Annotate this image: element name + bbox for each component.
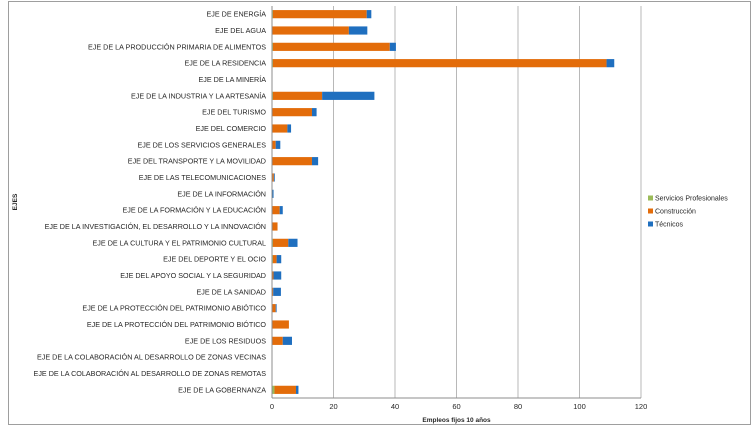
category-label: EJE DE LA FORMACIÓN Y LA EDUCACIÓN [122,206,266,215]
category-label: EJE DE LAS TELECOMUNICACIONES [139,173,266,182]
bar-segment [272,385,275,394]
legend-swatch [648,208,653,214]
bar-segment [272,140,276,149]
legend-label: Construcción [655,209,696,216]
bar-segment [275,304,277,313]
x-tick-label: 100 [573,402,586,411]
category-label: EJE DE LA CULTURA Y EL PATRIMONIO CULTUR… [93,238,266,247]
x-tick-label: 40 [391,402,399,411]
x-tick-label: 0 [270,402,274,411]
bar-segment [272,26,349,35]
category-label: EJE DE LOS RESIDUOS [185,336,266,345]
bar-segment [295,385,299,394]
bar-segment [322,91,375,100]
category-label: EJE DE LOS SERVICIOS GENERALES [138,140,267,149]
legend-label: Servicios Profesionales [655,196,728,203]
bar-segment [272,59,607,68]
bar-segment [287,124,292,133]
bar-segment [272,206,280,215]
chart-frame [8,1,751,425]
category-label: EJE DEL AGUA [215,26,266,35]
category-label: EJE DE LA PROTECCIÓN DEL PATRIMONIO ABIÓ… [82,304,266,313]
bar-segment [273,173,275,182]
category-label: EJE DE LA MINERÍA [198,75,266,84]
category-label: EJE DE LA INFORMACIÓN [177,189,266,198]
bar-segment [272,10,367,19]
bar-segment [275,140,281,149]
category-label: EJE DE ENERGÍA [206,10,266,19]
bar-segment [311,157,319,166]
bar-segment [272,271,274,280]
legend: Servicios Profesionales Construcción Técni… [648,195,728,229]
category-label: EJE DE LA INVESTIGACIÓN, EL DESARROLLO Y… [45,222,266,231]
bar-segment [272,222,278,231]
bar-segment [272,108,312,117]
bar-segment [273,287,281,296]
legend-swatch [648,221,653,227]
bar-segment [311,108,317,117]
category-label: EJE DE LA PRODUCCIÓN PRIMARIA DE ALIMENT… [88,42,266,51]
category-label: EJE DEL COMERCIO [196,124,267,133]
bar-segment [272,287,274,296]
category-label: EJE DE LA COLABORACIÓN AL DESARROLLO DE … [37,353,266,362]
bar-segment [279,206,283,215]
bar-segment [276,255,282,264]
bar-segment [272,157,312,166]
bar-segment [272,42,390,51]
category-label: EJE DE LA GOBERNANZA [178,385,266,394]
category-label: EJE DEL APOYO SOCIAL Y LA SEGURIDAD [120,271,266,280]
category-label: EJE DEL TRANSPORTE Y LA MOVILIDAD [128,157,266,166]
bar-segment [272,173,274,182]
legend-swatch [648,195,653,201]
bar-segment [288,238,298,247]
category-label: EJE DE LA SANIDAD [196,287,266,296]
bar-segment [272,304,276,313]
category-label: EJE DEL TURISMO [202,108,266,117]
bar-segment [389,42,396,51]
category-label: EJE DE LA INDUSTRIA Y LA ARTESANÍA [131,91,266,100]
category-label: EJE DE LA COLABORACIÓN AL DESARROLLO DE … [34,369,267,378]
bar-segment [366,10,372,19]
legend-label: Técnicos [655,222,684,229]
x-tick-label: 60 [452,402,460,411]
bar-segment [272,124,288,133]
x-axis-title: Empleos fijos 10 años [422,417,491,424]
bar-segment [606,59,615,68]
bar-segment [348,26,368,35]
bar-segment [274,385,296,394]
bar-segment [272,91,323,100]
x-tick-label: 120 [635,402,648,411]
bar-segment [282,336,292,345]
bar-segment [272,255,277,264]
bar-segment [272,320,289,329]
x-tick-label: 80 [514,402,522,411]
y-axis-title: EJES [12,193,19,210]
bar-segment [272,189,274,198]
bar-segment [273,271,282,280]
bar-segment [272,238,289,247]
x-tick-label: 20 [329,402,337,411]
category-label: EJE DE LA RESIDENCIA [185,59,267,68]
bar-segment [272,336,283,345]
category-label: EJE DEL DEPORTE Y EL OCIO [163,255,266,264]
category-label: EJE DE LA PROTECCIÓN DEL PATRIMONIO BIÓT… [87,320,267,329]
